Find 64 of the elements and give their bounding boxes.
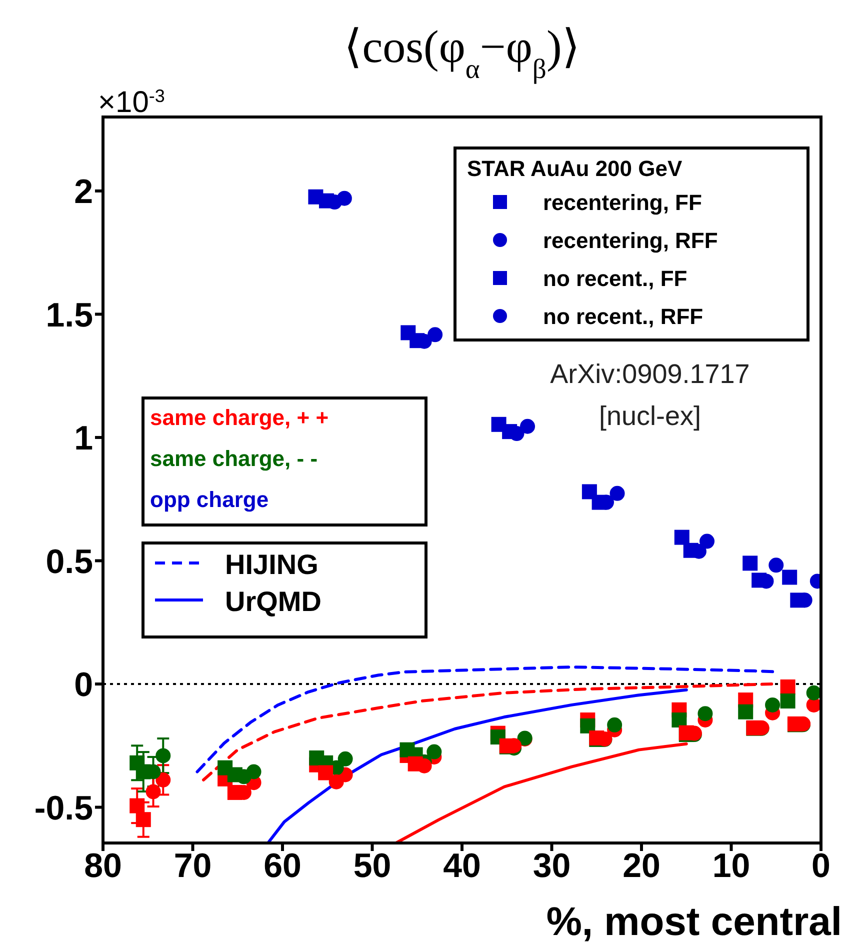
line-series	[266, 688, 688, 843]
point	[400, 325, 416, 340]
point	[426, 744, 442, 760]
y-tick-label: 0.5	[46, 542, 93, 581]
annotation: opp charge	[150, 487, 269, 512]
y-tick-label: 2	[74, 173, 93, 212]
point	[698, 706, 713, 722]
point	[328, 774, 344, 790]
x-tick-label: 70	[174, 847, 212, 886]
legend-label: recentering, RFF	[543, 228, 718, 253]
legend-label: HIJING	[225, 549, 318, 580]
point	[607, 717, 622, 732]
line-series	[202, 682, 774, 782]
point	[765, 697, 780, 712]
x-tick-label: 20	[622, 847, 660, 886]
x-tick-label: 30	[532, 847, 571, 886]
x-tick-label: 50	[353, 847, 392, 886]
point	[308, 189, 324, 204]
x-tick-label: 80	[84, 847, 122, 886]
y-axis-title: ×10$^{-3}$	[98, 86, 165, 119]
point	[338, 751, 353, 766]
legend-label: no recent., RFF	[543, 304, 704, 329]
x-tick-label: 0	[812, 847, 830, 886]
point	[700, 534, 715, 549]
point	[582, 484, 597, 500]
annotation: ArXiv:0909.1717 [nucl-ex]	[550, 359, 750, 431]
point	[738, 704, 754, 720]
point	[742, 556, 758, 571]
point	[136, 812, 151, 828]
y-tick-label: -0.5	[34, 789, 93, 828]
y-tick-label: 0	[74, 666, 93, 704]
point	[491, 416, 506, 432]
point	[318, 765, 334, 780]
point	[672, 712, 687, 728]
annotation: same charge, + +	[150, 405, 329, 430]
legend-label: no recent., FF	[543, 266, 688, 291]
point	[610, 486, 625, 501]
x-tick-label: 40	[443, 847, 481, 886]
charge-legend: same charge, + + same charge, - - opp charge	[142, 396, 428, 526]
point	[806, 685, 821, 700]
x-tick-label: 60	[264, 847, 302, 886]
point	[130, 798, 145, 814]
point	[428, 327, 443, 342]
legend-label: UrQMD	[225, 586, 322, 617]
point	[580, 718, 596, 734]
point	[782, 570, 798, 585]
line-series	[394, 742, 688, 843]
point	[156, 748, 171, 764]
legend-label: recentering, FF	[543, 190, 702, 215]
point	[156, 772, 171, 788]
x-axis-title: %, most central	[546, 900, 842, 944]
point	[768, 558, 784, 573]
annotation: same charge, - -	[150, 446, 318, 471]
point	[780, 694, 796, 709]
point	[336, 190, 352, 206]
point	[780, 679, 796, 694]
x-tick-label: 10	[712, 847, 750, 886]
point	[146, 784, 161, 800]
y-tick-label: 1	[74, 420, 93, 458]
point	[520, 418, 536, 434]
y-tick-label: 1.5	[46, 296, 93, 334]
chart-title: ⟨cos(φ$_{α}$−φ$_{β}$)⟩	[344, 21, 580, 84]
legend-title: STAR AuAu 200 GeV	[467, 156, 682, 181]
point	[674, 530, 690, 545]
